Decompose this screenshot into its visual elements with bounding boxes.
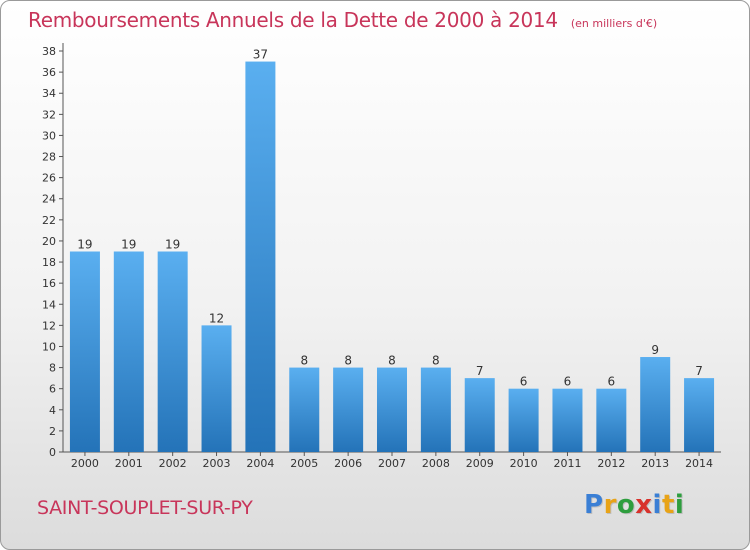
y-tick-label: 0 <box>49 446 56 459</box>
logo-letter: i <box>674 490 685 520</box>
x-tick-label: 2011 <box>553 457 581 470</box>
chart-title-block: Remboursements Annuels de la Dette de 20… <box>28 8 657 32</box>
value-label: 19 <box>121 238 136 252</box>
y-tick-label: 26 <box>42 172 56 185</box>
value-label: 12 <box>209 311 224 325</box>
bars-group <box>69 61 715 452</box>
value-label: 8 <box>388 354 396 368</box>
bar <box>157 251 188 452</box>
x-tick-label: 2001 <box>115 457 143 470</box>
proxiti-logo: Proxiti <box>584 490 684 520</box>
logo-letter: o <box>616 490 636 520</box>
logo-letter: t <box>661 490 675 520</box>
value-label: 6 <box>608 375 616 389</box>
x-tick-label: 2004 <box>246 457 274 470</box>
x-tick-label: 2008 <box>422 457 450 470</box>
x-tick-label: 2014 <box>685 457 713 470</box>
y-tick-label: 22 <box>42 214 56 227</box>
y-tick-label: 10 <box>42 340 56 353</box>
x-tick-label: 2007 <box>378 457 406 470</box>
y-tick-label: 18 <box>42 256 56 269</box>
x-tick-label: 2000 <box>71 457 99 470</box>
value-label: 6 <box>520 375 528 389</box>
logo-letter: P <box>584 490 604 520</box>
value-label: 19 <box>165 238 180 252</box>
value-label: 9 <box>651 343 659 357</box>
y-tick-label: 2 <box>49 425 56 438</box>
y-tick-label: 12 <box>42 319 56 332</box>
value-label: 6 <box>564 375 572 389</box>
x-tick-label: 2009 <box>466 457 494 470</box>
x-tick-label: 2003 <box>203 457 231 470</box>
bar <box>508 388 539 452</box>
bar <box>640 357 671 452</box>
commune-name: SAINT-SOUPLET-SUR-PY <box>37 497 253 519</box>
logo-letter: r <box>603 490 617 520</box>
value-label: 7 <box>476 364 484 378</box>
bar <box>113 251 144 452</box>
y-tick-label: 16 <box>42 277 56 290</box>
bar <box>245 61 276 452</box>
x-tick-label: 2012 <box>597 457 625 470</box>
y-tick-label: 36 <box>42 66 56 79</box>
x-tick-label: 2002 <box>159 457 187 470</box>
y-tick-label: 32 <box>42 108 56 121</box>
bar <box>552 388 583 452</box>
labels-group: 19 2000 19 2001 19 2002 12 2003 37 2004 8 2005 8 2006… <box>71 48 713 470</box>
y-tick-label: 20 <box>42 235 56 248</box>
logo-letter: i <box>652 490 662 520</box>
value-label: 8 <box>432 354 440 368</box>
value-label: 8 <box>300 354 308 368</box>
y-tick-label: 38 <box>42 45 56 58</box>
y-tick-label: 34 <box>42 87 56 100</box>
logo-letter: x <box>635 490 653 520</box>
value-label: 8 <box>344 354 352 368</box>
bar <box>201 325 232 452</box>
x-tick-label: 2006 <box>334 457 362 470</box>
y-tick-label: 30 <box>42 129 56 142</box>
value-label: 37 <box>253 48 268 62</box>
value-label: 7 <box>695 364 703 378</box>
bar <box>684 378 715 452</box>
y-tick-label: 24 <box>42 193 56 206</box>
bar <box>289 367 320 452</box>
value-label: 19 <box>77 238 92 252</box>
chart-title: Remboursements Annuels de la Dette de 20… <box>28 8 558 32</box>
bar <box>464 378 495 452</box>
chart-unit: (en milliers d'€) <box>570 17 658 30</box>
x-tick-label: 2005 <box>290 457 318 470</box>
y-tick-label: 6 <box>49 383 56 396</box>
y-tick-label: 4 <box>49 404 56 417</box>
bar <box>69 251 100 452</box>
bar <box>420 367 451 452</box>
x-tick-label: 2010 <box>510 457 538 470</box>
x-tick-label: 2013 <box>641 457 669 470</box>
bar <box>377 367 407 452</box>
bar <box>596 388 627 452</box>
y-tick-label: 8 <box>49 362 56 375</box>
bar <box>333 367 364 452</box>
y-tick-label: 14 <box>42 298 56 311</box>
y-tick-label: 28 <box>42 151 56 164</box>
